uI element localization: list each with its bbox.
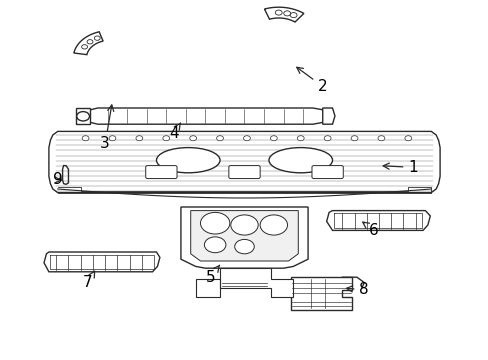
Circle shape <box>283 11 290 16</box>
Polygon shape <box>62 166 68 184</box>
Circle shape <box>109 136 116 141</box>
Circle shape <box>243 136 250 141</box>
Circle shape <box>324 136 330 141</box>
Circle shape <box>216 136 223 141</box>
Circle shape <box>163 136 169 141</box>
Text: 5: 5 <box>205 265 219 285</box>
Circle shape <box>289 13 296 18</box>
Polygon shape <box>264 7 303 22</box>
FancyBboxPatch shape <box>311 166 343 179</box>
Circle shape <box>81 45 87 49</box>
Text: 4: 4 <box>168 123 180 141</box>
Circle shape <box>77 112 89 121</box>
Circle shape <box>94 36 100 40</box>
Circle shape <box>87 40 93 44</box>
Polygon shape <box>44 252 160 272</box>
FancyBboxPatch shape <box>145 166 177 179</box>
Text: 6: 6 <box>362 222 378 238</box>
Circle shape <box>275 10 282 15</box>
Circle shape <box>136 136 142 141</box>
Text: 3: 3 <box>100 105 114 152</box>
Circle shape <box>270 136 277 141</box>
Polygon shape <box>85 108 327 124</box>
Polygon shape <box>322 108 334 124</box>
Text: 1: 1 <box>383 160 417 175</box>
Polygon shape <box>49 131 439 193</box>
Circle shape <box>82 136 89 141</box>
Circle shape <box>230 215 258 235</box>
Polygon shape <box>190 211 298 261</box>
Polygon shape <box>195 268 293 297</box>
Circle shape <box>234 239 254 254</box>
Circle shape <box>204 237 225 253</box>
Circle shape <box>260 215 287 235</box>
FancyBboxPatch shape <box>228 166 260 179</box>
Text: 8: 8 <box>346 282 368 297</box>
Circle shape <box>404 136 411 141</box>
Circle shape <box>377 136 384 141</box>
Circle shape <box>297 136 304 141</box>
Polygon shape <box>326 211 429 230</box>
Text: 7: 7 <box>83 271 95 290</box>
Polygon shape <box>74 32 103 55</box>
Circle shape <box>200 212 229 234</box>
Ellipse shape <box>156 148 220 173</box>
Circle shape <box>189 136 196 141</box>
Polygon shape <box>290 277 351 310</box>
Text: 9: 9 <box>53 172 62 188</box>
Polygon shape <box>76 108 90 124</box>
Polygon shape <box>181 207 307 268</box>
Ellipse shape <box>268 148 332 173</box>
Text: 2: 2 <box>296 67 327 94</box>
Circle shape <box>350 136 357 141</box>
